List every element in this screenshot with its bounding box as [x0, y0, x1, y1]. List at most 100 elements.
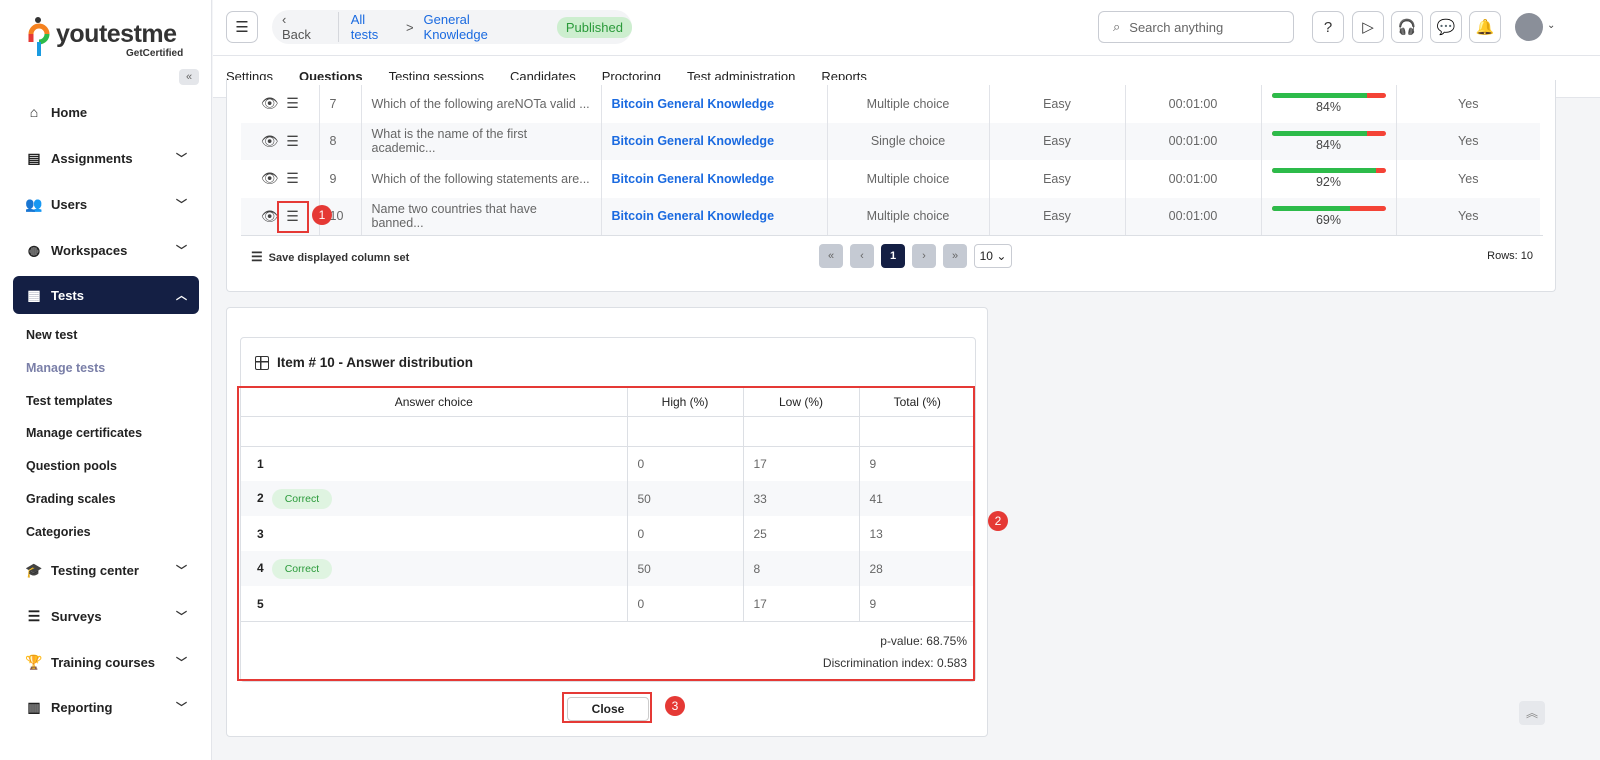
success-rate-label: 84% — [1315, 100, 1342, 115]
logo-mark-icon — [28, 17, 50, 56]
question-pool-link[interactable]: Bitcoin General Knowledge — [601, 197, 828, 235]
globe-icon: ◍ — [27, 241, 41, 258]
column-header[interactable]: Total (%) — [858, 388, 975, 417]
question-type: Multiple choice — [827, 85, 990, 123]
answer-distribution-icon[interactable]: ☰ — [286, 95, 299, 112]
distribution-title-text: Item # 10 - Answer distribution — [277, 355, 474, 370]
close-button[interactable]: Close — [567, 697, 649, 721]
answer-choice: 1 — [257, 456, 264, 471]
total-percent: 41 — [859, 481, 975, 516]
filter-cell[interactable] — [627, 416, 744, 447]
column-header[interactable]: High (%) — [626, 388, 744, 417]
table-row[interactable]: 👁 ☰ 8 What is the name of the first acad… — [241, 122, 1540, 160]
sidebar-item-testing-center[interactable]: 🎓 Testing center ﹀ — [13, 551, 199, 589]
chevron-down-icon: ﹀ — [176, 657, 187, 669]
question-difficulty: Easy — [989, 160, 1126, 198]
page-size-select[interactable]: 10 ⌄ — [974, 244, 1012, 268]
sidebar-item-reporting[interactable]: ▥ Reporting ﹀ — [13, 688, 199, 726]
sidebar-subitem-grading-scales[interactable]: Grading scales — [26, 492, 116, 506]
headphones-icon: 🎧 — [1397, 19, 1417, 36]
table-row[interactable]: 👁 ☰ 10 Name two countries that have bann… — [241, 197, 1540, 235]
answer-choice: 5 — [257, 596, 264, 611]
chat-button[interactable]: 💬 — [1430, 11, 1462, 43]
search-input[interactable]: ⌕ Search anything — [1098, 11, 1294, 43]
preview-eye-icon[interactable]: 👁 — [260, 132, 279, 149]
answer-distribution-icon[interactable]: ☰ — [286, 207, 299, 224]
column-header[interactable]: Low (%) — [742, 388, 860, 417]
help-button[interactable]: ? — [1312, 11, 1344, 43]
sidebar-subitem-manage-certificates[interactable]: Manage certificates — [26, 426, 143, 441]
question-pool-link[interactable]: Bitcoin General Knowledge — [601, 85, 828, 123]
filter-cell[interactable] — [859, 416, 975, 447]
sidebar-subitem-categories[interactable]: Categories — [26, 524, 91, 539]
questions-table: 👁 ☰ 7 Which of the following areNOTa val… — [241, 85, 1540, 235]
document-icon: ▤ — [27, 149, 41, 166]
sidebar-item-assignments[interactable]: ▤ Assignments ﹀ — [13, 139, 199, 177]
avatar[interactable] — [1515, 13, 1543, 41]
breadcrumb: ‹ Back All tests > General Knowledge Pub… — [272, 10, 632, 44]
help-icon: ? — [1323, 18, 1333, 36]
table-row: 5 0 17 9 — [241, 586, 975, 621]
success-rate-bar — [1271, 130, 1386, 136]
play-button[interactable]: ▷ — [1352, 11, 1384, 43]
answer-distribution-icon[interactable]: ☰ — [286, 132, 299, 149]
table-icon — [255, 355, 269, 370]
chevron-down-icon[interactable]: ⌄ — [1547, 20, 1556, 31]
first-page-button[interactable]: « — [819, 244, 843, 268]
question-time: 00:01:00 — [1125, 160, 1262, 198]
report-icon: ▥ — [27, 698, 41, 715]
answer-distribution-icon[interactable]: ☰ — [286, 170, 299, 187]
table-row[interactable]: 👁 ☰ 9 Which of the following statements … — [241, 160, 1540, 198]
question-active: Yes — [1458, 96, 1479, 111]
sidebar-item-surveys[interactable]: ☰ Surveys ﹀ — [13, 597, 199, 635]
collapse-sidebar-button[interactable]: « — [179, 69, 199, 85]
question-text: Name two countries that have banned... — [361, 197, 602, 235]
sidebar-subitem-question-pools[interactable]: Question pools — [26, 459, 117, 474]
success-rate-label: 92% — [1315, 175, 1342, 190]
save-column-set-button[interactable]: ☰ Save displayed column set — [251, 249, 409, 265]
question-pool-link[interactable]: Bitcoin General Knowledge — [601, 122, 828, 160]
scroll-top-button[interactable]: ︽ — [1519, 701, 1545, 725]
annotation-badge-3: 3 — [665, 696, 685, 716]
menu-toggle-button[interactable]: ☰ — [226, 11, 258, 43]
preview-eye-icon[interactable]: 👁 — [260, 207, 279, 224]
filter-cell[interactable] — [743, 416, 860, 447]
breadcrumb-general-knowledge[interactable]: General Knowledge — [423, 12, 488, 42]
trophy-icon: 🏆 — [25, 653, 43, 670]
sidebar-item-users[interactable]: 👥 Users ﹀ — [13, 185, 199, 223]
sidebar-item-training-courses[interactable]: 🏆 Training courses ﹀ — [13, 643, 199, 681]
sidebar-item-workspaces[interactable]: ◍ Workspaces ﹀ — [13, 231, 199, 269]
preview-eye-icon[interactable]: 👁 — [260, 170, 279, 187]
back-label: Back — [282, 27, 311, 42]
low-percent: 33 — [743, 481, 860, 516]
back-button[interactable]: ‹ Back — [282, 12, 339, 42]
column-header[interactable]: Answer choice — [241, 388, 628, 417]
question-difficulty: Easy — [989, 122, 1126, 160]
question-pool-link[interactable]: Bitcoin General Knowledge — [601, 160, 828, 198]
page-1-button[interactable]: 1 — [881, 244, 905, 268]
sidebar-subitem-new-test[interactable]: New test — [26, 328, 78, 342]
prev-page-button[interactable]: ‹ — [850, 244, 874, 268]
support-button[interactable]: 🎧 — [1391, 11, 1423, 43]
hamburger-icon: ☰ — [235, 19, 249, 36]
sidebar-subitem-manage-tests[interactable]: Manage tests — [26, 360, 106, 375]
question-active: Yes — [1396, 122, 1540, 160]
annotation-badge-1: 1 — [312, 205, 332, 225]
next-page-button[interactable]: › — [912, 244, 936, 268]
sidebar: youtestme GetCertified « ⌂ Home ▤ Assignmen… — [0, 0, 212, 760]
sidebar-subitem-test-templates[interactable]: Test templates — [26, 393, 113, 408]
bell-icon: 🔔 — [1475, 19, 1495, 36]
logo[interactable]: youtestme GetCertified — [28, 16, 198, 60]
notifications-button[interactable]: 🔔 — [1469, 11, 1501, 43]
filter-row — [241, 416, 975, 447]
table-row[interactable]: 👁 ☰ 7 Which of the following areNOTa val… — [241, 85, 1540, 123]
preview-eye-icon[interactable]: 👁 — [260, 95, 279, 112]
last-page-button[interactable]: » — [943, 244, 967, 268]
brand-tagline: GetCertified — [126, 48, 184, 59]
discrimination-index: Discrimination index: 0.583 — [822, 656, 967, 670]
table-row: 2 Correct 50 33 41 — [241, 481, 975, 516]
sidebar-item-tests[interactable]: ▦ Tests ︿ — [13, 276, 199, 314]
breadcrumb-all-tests[interactable]: All tests — [350, 12, 379, 42]
sidebar-item-home[interactable]: ⌂ Home — [13, 93, 199, 131]
question-number: 7 — [319, 85, 362, 123]
